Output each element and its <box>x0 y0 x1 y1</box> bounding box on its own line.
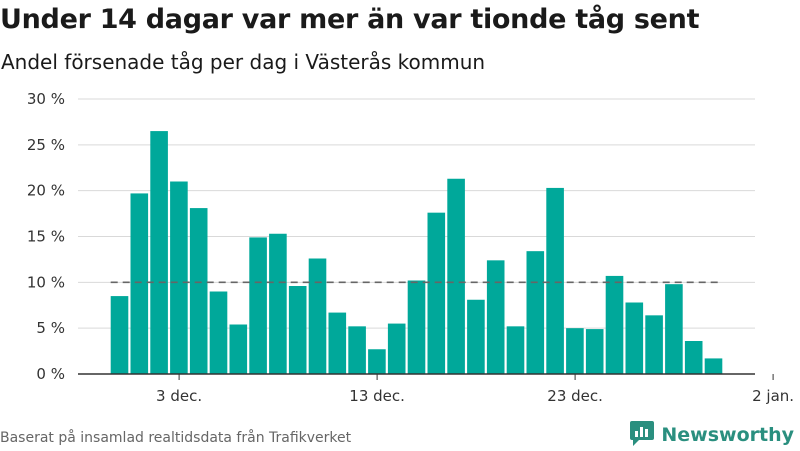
bar <box>427 212 446 374</box>
bar <box>704 358 723 374</box>
bar <box>308 258 327 374</box>
bar <box>249 237 267 374</box>
bar <box>387 323 406 374</box>
bar <box>407 280 426 374</box>
bar <box>467 299 485 374</box>
bar <box>665 284 683 374</box>
bar <box>189 208 208 374</box>
brand-logo: Newsworthy <box>629 420 794 450</box>
x-tick-label: 2 jan. <box>752 387 794 405</box>
y-tick-label: 5 % <box>36 319 65 337</box>
source-note: Baserat på insamlad realtidsdata från Tr… <box>0 430 352 446</box>
bar <box>288 286 307 374</box>
y-axis-ticks: 0 % 5 % 10 % 15 % 20 % 25 % 30 % <box>27 90 65 383</box>
bar <box>348 326 366 374</box>
bar <box>229 324 248 374</box>
bar <box>130 193 149 374</box>
bar <box>447 178 465 374</box>
y-tick-label: 25 % <box>27 136 65 154</box>
bar <box>546 187 564 374</box>
x-tick-label: 3 dec. <box>156 387 202 405</box>
bar <box>506 326 525 374</box>
bar <box>566 328 584 374</box>
y-tick-label: 0 % <box>36 365 65 383</box>
bar <box>625 302 644 374</box>
bar <box>209 291 228 374</box>
bars <box>110 131 723 374</box>
bar <box>585 329 604 374</box>
bar <box>328 312 347 374</box>
bar <box>684 341 703 374</box>
y-tick-label: 30 % <box>27 90 65 108</box>
chart-subtitle: Andel försenade tåg per dag i Västerås k… <box>1 50 486 74</box>
x-tick-label: 23 dec. <box>547 387 603 405</box>
bar <box>368 349 386 374</box>
bar <box>526 251 545 374</box>
bar <box>486 260 505 374</box>
brand-name: Newsworthy <box>661 424 794 446</box>
bar <box>150 131 168 374</box>
bar <box>269 233 287 374</box>
bar <box>170 181 188 374</box>
x-tick-label: 13 dec. <box>349 387 405 405</box>
chart-title: Under 14 dagar var mer än var tionde tåg… <box>0 4 700 35</box>
newsworthy-logo-icon <box>629 419 655 451</box>
bar <box>110 296 129 374</box>
y-tick-label: 20 % <box>27 182 65 200</box>
bar <box>605 275 624 374</box>
y-tick-label: 15 % <box>27 228 65 246</box>
y-tick-label: 10 % <box>27 273 65 291</box>
bar <box>645 315 663 374</box>
x-axis-ticks: 3 dec. 13 dec. 23 dec. 2 jan. <box>156 374 794 405</box>
